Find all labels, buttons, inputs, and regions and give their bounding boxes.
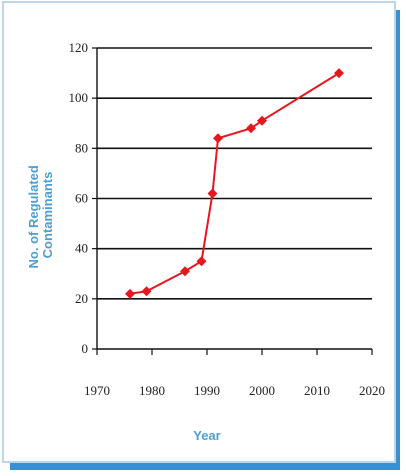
data-point-1986	[180, 266, 190, 277]
y-axis-title-line-2: Contaminants	[40, 172, 55, 259]
data-points	[125, 68, 344, 299]
gridlines	[97, 47, 372, 300]
y-tick-label-0: 0	[82, 341, 89, 356]
y-tick-label-60: 60	[75, 191, 88, 206]
x-tick-label-2010: 2010	[304, 383, 330, 398]
data-point-1979	[141, 286, 152, 297]
axes	[92, 47, 373, 355]
y-tick-label-20: 20	[75, 291, 88, 306]
data-point-2014	[334, 68, 344, 79]
x-tick-label-2020: 2020	[359, 383, 385, 398]
y-axis-title-line-1: No. of Regulated	[26, 165, 41, 268]
data-point-1976	[125, 288, 135, 299]
y-axis-title: No. of Regulated Contaminants	[26, 162, 55, 269]
data-point-1989	[196, 256, 207, 267]
data-point-1992	[213, 133, 223, 144]
x-tick-label-1980: 1980	[139, 383, 165, 398]
data-point-1998	[246, 123, 256, 134]
y-tick-label-120: 120	[69, 40, 89, 55]
x-tick-label-2000: 2000	[249, 383, 275, 398]
x-axis-title: Year	[193, 428, 220, 443]
tick-labels: 0 20 40 60 80 100 120 1970 1980 1990 2000 2010 2020	[69, 40, 386, 398]
x-tick-label-1990: 1990	[194, 383, 220, 398]
data-point-2000	[257, 115, 267, 126]
x-tick-label-1970: 1970	[84, 383, 110, 398]
y-tick-label-100: 100	[69, 90, 89, 105]
data-point-1991	[207, 188, 218, 199]
y-tick-label-80: 80	[75, 140, 88, 155]
y-tick-label-40: 40	[75, 241, 88, 256]
